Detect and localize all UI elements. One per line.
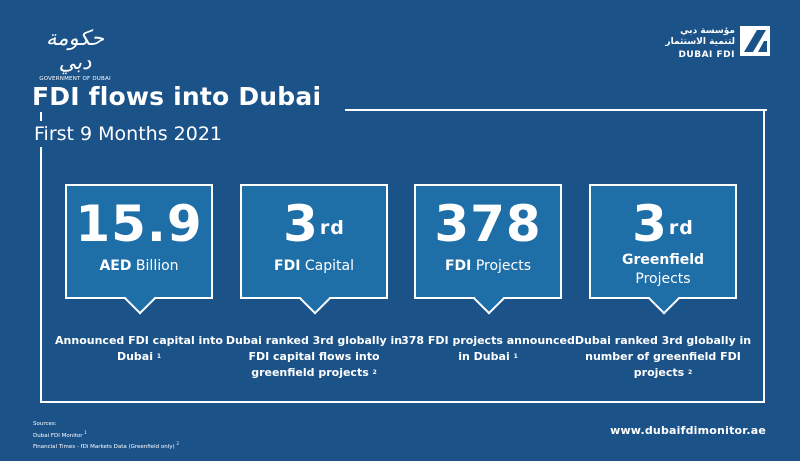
fdi-logo-english: DUBAI FDI — [678, 50, 735, 60]
stat-card-fdi-capital-value: 15.9 AED Billion — [65, 184, 213, 299]
stat-card-fdi-capital-rank: 3rd FDI Capital — [240, 184, 388, 299]
gov-logo-name: GOVERNMENT OF DUBAI — [39, 76, 111, 82]
website-link[interactable]: www.dubaifdimonitor.ae — [610, 424, 766, 437]
stat-value: 378 — [434, 195, 542, 253]
page-title: FDI flows into Dubai — [32, 82, 322, 111]
frame-top-line — [345, 109, 767, 111]
stat-label: FDI Capital — [274, 258, 354, 274]
stat-card-fdi-projects: 378 FDI Projects — [414, 184, 562, 299]
stat-description: 378 FDI projects announced in Dubai 1 — [401, 334, 575, 363]
stat-label: FDI Projects — [444, 258, 532, 274]
sources-note: Sources: Dubai FDI Monitor 1 Financial T… — [33, 421, 179, 451]
source-line: Financial Times - fDi Markets Data (Gree… — [33, 440, 179, 450]
page-subtitle: First 9 Months 2021 — [34, 121, 228, 147]
stat-card-greenfield-rank: 3rd Greenfield Projects — [589, 184, 737, 299]
stat-value: 3rd — [632, 195, 694, 253]
stat-description: Dubai ranked 3rd globally in number of g… — [574, 334, 752, 379]
government-of-dubai-logo: حكومة دبي GOVERNMENT OF DUBAI — [30, 26, 120, 82]
stat-description: Announced FDI capital into Dubai 1 — [55, 334, 223, 363]
gov-logo-script: حكومة دبي — [46, 26, 104, 74]
stat-description: Dubai ranked 3rd globally in FDI capital… — [225, 334, 403, 379]
dubai-fdi-logo: مؤسسة دبي لتنمية الاستثمار DUBAI FDI — [665, 26, 770, 61]
stat-label-line2: Projects — [635, 271, 691, 287]
stat-value: 3rd — [283, 195, 345, 253]
content-frame — [40, 110, 765, 403]
source-line: Dubai FDI Monitor 1 — [33, 429, 87, 439]
sources-heading: Sources: — [33, 421, 57, 427]
title-block: FDI flows into Dubai — [28, 82, 330, 112]
fdi-logo-arabic-line2: لتنمية الاستثمار — [665, 37, 735, 47]
stat-value: 15.9 — [75, 195, 203, 253]
dubai-fdi-mark-icon — [740, 26, 770, 56]
stat-label: Greenfield — [621, 252, 705, 268]
fdi-logo-arabic-line1: مؤسسة دبي — [680, 26, 735, 36]
stat-label: AED Billion — [99, 258, 179, 274]
